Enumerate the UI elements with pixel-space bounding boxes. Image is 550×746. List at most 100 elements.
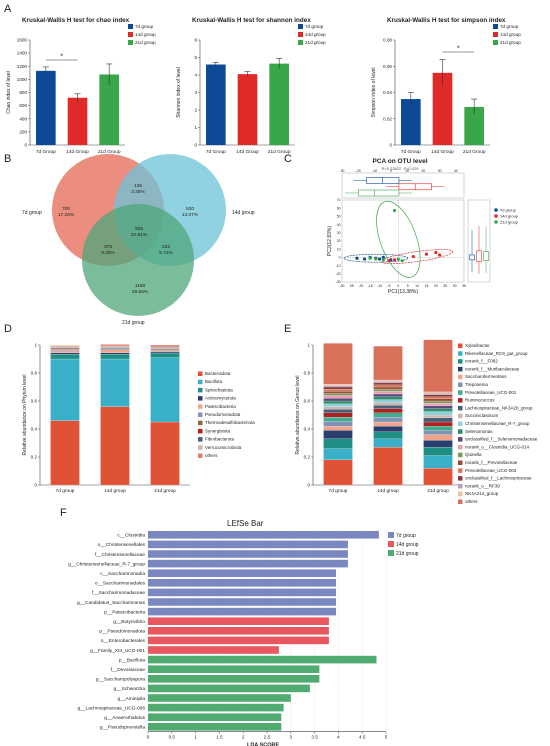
ellipse-21d <box>376 200 421 278</box>
stack-segment <box>100 344 130 347</box>
y-tick-label: 0 <box>307 483 310 488</box>
x-axis-label: PC1(13.38%) <box>388 289 418 295</box>
chart-title-shannon: Kruskal-Wallis H test for shannon index <box>192 17 311 24</box>
top-box-tick: 20 <box>421 169 425 173</box>
stack-segment <box>323 386 353 390</box>
lda-bar <box>148 684 310 693</box>
lda-label: c__Saccharimonadia <box>100 571 145 577</box>
stack-segment <box>423 405 453 409</box>
pca-point <box>377 257 382 261</box>
y-tick-label: 60 <box>337 206 341 210</box>
legend-label: norank_o__RF39 <box>465 483 500 488</box>
chart-chao: Kruskal-Wallis H test for chao index 0 200… <box>6 17 156 155</box>
y-tick-label: 30 <box>337 231 341 235</box>
pca-point <box>368 256 372 260</box>
y-tick-label: 0.06 <box>383 64 392 69</box>
legend-swatch <box>458 421 463 426</box>
stack-segment <box>150 349 180 351</box>
lda-bar <box>148 540 348 549</box>
venn-percent: 9.25% <box>101 250 115 256</box>
pca-point <box>392 209 397 213</box>
x-tick-label: 4 <box>337 735 340 740</box>
legend-swatch <box>458 374 463 380</box>
y-tick-label: 0.6 <box>304 399 311 404</box>
x-tick-label: 15 <box>425 284 429 288</box>
stack-segment <box>50 345 80 347</box>
y-axis-label: Shannon index of level <box>176 67 182 118</box>
stack-segment <box>323 438 353 449</box>
stack-segment <box>423 394 453 397</box>
lda-label: g__Candidatus_Saccharimonas <box>77 600 146 606</box>
stack-segment <box>423 398 453 402</box>
lda-bar <box>148 655 377 664</box>
lda-bar <box>148 694 291 702</box>
stack-segment <box>373 386 403 390</box>
lda-label: c__Clostridia <box>117 533 145 539</box>
legend-label: Ruminococcus <box>465 398 495 403</box>
y-tick-label: 50 <box>337 215 341 219</box>
y-tick-label: 1600 <box>17 38 28 43</box>
y-tick-label: 6 <box>194 38 197 43</box>
legend-label: 21d group <box>396 551 419 557</box>
stack-segment <box>100 348 130 350</box>
legend-label: unclassified_f__Lachnospiraceae <box>465 476 532 481</box>
stack-segment <box>150 344 180 348</box>
y-tick-label: 0.6 <box>31 399 38 404</box>
stack-segment <box>323 400 353 404</box>
stack-segment <box>323 395 353 399</box>
stack-segment <box>423 400 453 404</box>
legend-swatch <box>493 32 498 37</box>
lda-bar <box>148 646 279 654</box>
legend-swatch <box>493 40 498 45</box>
x-tick-label: -20 <box>358 284 363 288</box>
lda-bar <box>148 569 337 577</box>
venn-count: 530 <box>186 206 194 212</box>
lda-bar <box>148 636 329 645</box>
lda-bar <box>148 559 348 568</box>
lda-bar <box>148 531 379 539</box>
pca-point <box>381 258 385 262</box>
legend-label: 14d group <box>396 542 419 548</box>
x-tick-label: 7d Group <box>206 149 226 155</box>
stack-segment <box>423 403 453 407</box>
stack-segment <box>373 412 403 418</box>
legend-swatch <box>298 40 303 45</box>
lda-label: g__Family_XIII_UCG-001 <box>90 648 145 654</box>
x-tick-label: 7d group <box>56 488 75 494</box>
y-tick-label: 0.4 <box>304 427 311 432</box>
legend-label: 7d group <box>500 208 517 213</box>
stack-segment <box>423 339 453 393</box>
y-tick-label: -20 <box>336 272 341 276</box>
legend-label: others <box>465 499 478 504</box>
legend-label: Bacillota <box>205 379 223 384</box>
lda-bar <box>148 550 348 558</box>
panel-label-A: A <box>4 3 12 15</box>
ellipse-14d <box>381 249 454 264</box>
stack-segment <box>100 352 130 355</box>
chart-simpson: Kruskal-Wallis H test for simpson index 0… <box>371 17 521 155</box>
top-box-tick: -10 <box>372 169 377 173</box>
legend-swatch <box>198 387 203 393</box>
legend-swatch <box>198 404 203 409</box>
panel-label-C: C <box>284 153 292 165</box>
legend-label: 21d group <box>500 40 521 45</box>
y-axis-label: PC2(12.83%) <box>327 226 333 256</box>
lda-bar <box>148 703 284 712</box>
x-tick-label: 0.5 <box>169 735 176 740</box>
significance-label: * <box>60 54 63 61</box>
lda-label: g__Anaerorhabdus <box>104 715 145 721</box>
x-tick-label: 21d Group <box>268 149 291 155</box>
stack-segment <box>323 409 353 413</box>
legend-label: 14d group <box>500 32 521 37</box>
x-tick-label: 3 <box>290 735 293 740</box>
stack-segment <box>373 438 403 448</box>
x-tick-label: 14d Group <box>236 149 259 155</box>
stack-segment <box>373 381 403 383</box>
stack-segment <box>150 348 180 350</box>
legend-label: 21d group <box>305 40 326 45</box>
stack-segment <box>323 430 353 439</box>
stack-segment <box>50 352 80 355</box>
bar <box>464 106 484 145</box>
y-tick-label: 70 <box>337 198 341 202</box>
stack-segment <box>423 468 453 486</box>
